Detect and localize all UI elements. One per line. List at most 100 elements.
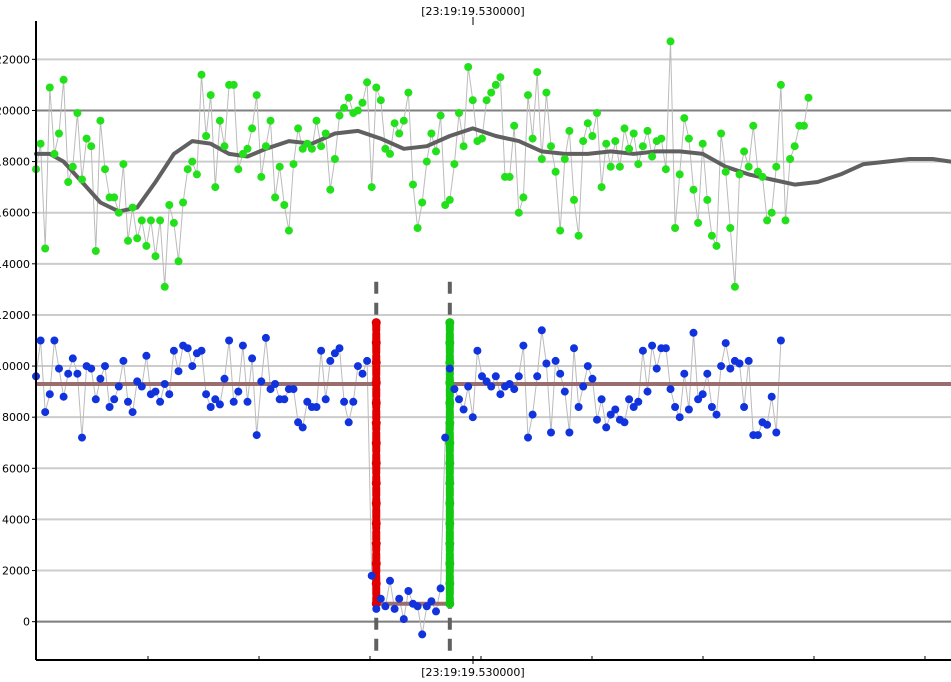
series-1-point — [703, 195, 712, 204]
series-2-point — [326, 356, 335, 365]
series-1-point — [468, 96, 477, 105]
series-1-point — [156, 216, 165, 225]
series-2-point — [110, 395, 119, 404]
smooth-trend-line — [34, 126, 951, 214]
series-1-point — [606, 162, 615, 171]
series-2-point — [261, 333, 270, 342]
series-1-point — [790, 142, 799, 151]
series-1-point — [252, 91, 261, 100]
series-1-point — [689, 185, 698, 194]
series-2-point — [735, 359, 744, 368]
series-2-point — [418, 630, 427, 639]
series-2-point — [151, 387, 160, 396]
series-2-point — [225, 336, 234, 345]
series-1-point — [78, 175, 86, 184]
series-1-point — [717, 129, 726, 138]
green-marker-dot — [445, 398, 455, 408]
series-2-point — [533, 372, 542, 381]
series-1-point — [73, 109, 82, 117]
series-2-point — [156, 397, 165, 406]
y-tick-label: 16000 — [0, 207, 30, 220]
series-1-point — [243, 144, 252, 153]
green-marker-dot — [445, 438, 455, 448]
series-2-point — [505, 380, 514, 388]
series-2-point — [560, 387, 569, 396]
series-2-point — [707, 403, 716, 411]
series-1-point — [317, 142, 326, 151]
series-2-point — [597, 395, 606, 404]
series-2-point — [340, 397, 349, 406]
series-2-point — [215, 400, 224, 409]
series-1-point — [160, 282, 169, 291]
red-marker-dot — [371, 458, 381, 468]
series-1-point — [533, 68, 542, 77]
red-marker-dot — [371, 518, 381, 528]
series-2-point — [174, 367, 183, 376]
series-1-point — [593, 109, 601, 117]
series-2-point — [335, 344, 344, 353]
series-1-point — [730, 282, 739, 291]
series-1-point — [432, 147, 440, 156]
series-2-point — [128, 408, 137, 417]
series-2-point — [55, 364, 63, 373]
red-marker-dot — [371, 378, 381, 388]
series-2-point — [160, 380, 169, 388]
series-1-point — [271, 193, 280, 202]
series-2-point — [712, 410, 721, 419]
series-2-point — [703, 369, 712, 378]
series-2-point — [229, 397, 238, 406]
green-marker-dot — [445, 358, 455, 368]
series-2-point — [133, 377, 142, 386]
series-2-point — [119, 356, 128, 365]
series-1-point — [183, 165, 192, 174]
red-marker-dot — [371, 418, 381, 428]
series-1-point — [634, 160, 643, 169]
series-1-point — [464, 63, 473, 71]
series-2-point — [482, 377, 491, 386]
series-1-point — [96, 116, 105, 125]
red-marker-dot — [371, 478, 381, 488]
series-2-point — [78, 433, 86, 442]
series-1-point — [744, 162, 753, 171]
series-2-point — [441, 433, 450, 442]
green-marker-dot — [445, 579, 455, 589]
series-1-point — [409, 180, 417, 189]
series-1-point — [643, 126, 652, 135]
series-2-point — [776, 336, 785, 345]
series-1-point — [169, 218, 178, 227]
series-2-point — [298, 423, 307, 432]
series-2-point — [574, 403, 583, 411]
series-1-point — [220, 142, 229, 151]
y-tick-label: 14000 — [0, 258, 30, 271]
series-2-point — [643, 387, 652, 396]
series-2-point — [625, 395, 634, 404]
series-2-point — [124, 397, 132, 406]
series-2-point — [317, 346, 326, 355]
series-2-point — [666, 385, 675, 394]
series-2-point — [717, 362, 726, 371]
series-2-point — [620, 418, 629, 427]
series-2-point — [395, 594, 404, 603]
series-2-point — [142, 351, 151, 360]
series-1-point — [344, 93, 353, 102]
series-1-point — [114, 208, 123, 217]
series-2-point — [372, 604, 381, 613]
series-2-point — [183, 344, 192, 353]
series-2-point — [445, 364, 454, 373]
series-2-point — [376, 594, 385, 603]
series-1-point — [799, 121, 808, 130]
series-1-point — [353, 106, 362, 115]
series-1-point — [229, 80, 238, 89]
series-1-point — [675, 170, 684, 179]
series-1-point — [556, 226, 565, 235]
series-2-point — [611, 405, 620, 414]
series-2-point — [404, 587, 413, 595]
green-marker-dot — [445, 338, 455, 348]
series-1-point — [786, 155, 795, 163]
series-2-point — [64, 369, 73, 378]
series-2-point — [243, 397, 252, 406]
series-2-point — [330, 349, 339, 358]
green-marker-dot — [445, 378, 455, 388]
series-1-point — [289, 160, 298, 169]
